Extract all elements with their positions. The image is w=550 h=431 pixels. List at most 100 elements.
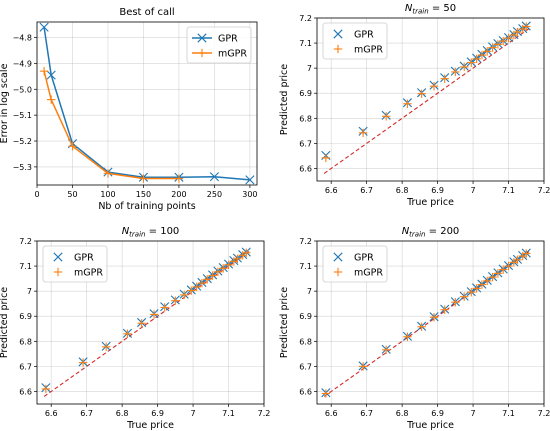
- y-tick-label: 6.8: [299, 114, 312, 123]
- y-tick-label: −5.2: [13, 137, 32, 146]
- data-point-mgpr: [78, 358, 88, 367]
- legend-entry-gpr: GPR: [53, 252, 94, 264]
- data-point-mgpr: [472, 54, 481, 64]
- legend-entry-mgpr: mGPR: [333, 267, 383, 279]
- x-tick-label: 7: [191, 409, 196, 418]
- data-point-mgpr: [459, 292, 469, 301]
- data-point-mgpr: [522, 249, 531, 258]
- x-tick-label: 250: [207, 190, 222, 199]
- data-point-mgpr: [41, 384, 51, 394]
- x-tick-label: 6.8: [396, 409, 409, 418]
- data-point-mgpr: [101, 342, 111, 352]
- data-point-mgpr: [171, 296, 180, 305]
- data-point-mgpr: [233, 254, 242, 264]
- legend-marker: [333, 44, 343, 54]
- legend-entry-mgpr: mGPR: [53, 268, 103, 279]
- data-point-mgpr: [224, 260, 233, 270]
- legend-marker: [197, 33, 207, 43]
- data-point-mgpr: [68, 141, 77, 151]
- x-tick-label: 7.1: [222, 409, 235, 418]
- data-point-mgpr: [493, 269, 503, 278]
- legend-entry-gpr: GPR: [192, 33, 238, 45]
- x-tick-label: 150: [136, 190, 151, 199]
- panel-title: Ntrain = 50: [405, 3, 456, 16]
- legend-box: [186, 26, 252, 64]
- data-point-mgpr: [321, 153, 331, 163]
- data-point-mgpr: [174, 174, 184, 183]
- y-tick-label: 7.1: [299, 262, 312, 271]
- legend-marker: [53, 252, 63, 262]
- panel-title: Best of call: [119, 7, 174, 18]
- series-mgpr: [321, 249, 531, 398]
- data-point-mgpr: [440, 305, 449, 314]
- legend-box: [322, 245, 388, 283]
- x-axis-title: Nb of training points: [98, 201, 195, 212]
- y-tick-label: −4.8: [13, 34, 32, 43]
- data-point-mgpr: [417, 89, 426, 98]
- x-tick-label: 7: [471, 186, 476, 195]
- plot-frame: [316, 240, 545, 405]
- y-tick-label: 6.7: [299, 139, 312, 148]
- y-tick-label: 7.2: [299, 14, 312, 23]
- plot-frame: [36, 240, 265, 405]
- data-point-mgpr: [429, 82, 439, 91]
- x-tick-label: 300: [242, 190, 257, 199]
- series-line-mgpr: [43, 70, 179, 180]
- data-point-mgpr: [513, 255, 522, 265]
- data-point-gpr: [39, 22, 49, 32]
- data-point-mgpr: [160, 303, 169, 312]
- data-point-mgpr: [483, 276, 492, 286]
- legend-label: mGPR: [218, 49, 247, 60]
- data-point-mgpr: [149, 310, 159, 319]
- y-tick-label: 7.1: [299, 39, 312, 48]
- plot-frame: [36, 21, 258, 186]
- data-point-mgpr: [197, 278, 207, 288]
- data-point-mgpr: [429, 313, 439, 322]
- legend-label: mGPR: [74, 268, 103, 279]
- data-point-mgpr: [493, 40, 503, 49]
- data-point-mgpr: [46, 95, 56, 104]
- legend-label: GPR: [74, 253, 94, 264]
- x-tick-label: 6.7: [80, 409, 93, 418]
- y-tick-label: 6.7: [299, 362, 312, 371]
- y-tick-label: 6.9: [19, 312, 32, 321]
- data-point-mgpr: [483, 47, 492, 56]
- x-tick-label: 50: [67, 190, 77, 199]
- legend: GPR mGPR: [42, 245, 108, 283]
- y-tick-label: −5.0: [13, 85, 32, 94]
- x-axis-title: True price: [406, 197, 454, 208]
- data-point-mgpr: [123, 329, 132, 338]
- x-tick-label: 6.6: [325, 409, 338, 418]
- y-axis-title: Predicted price: [279, 287, 290, 358]
- x-tick-label: 7: [471, 409, 476, 418]
- panel-title: Ntrain = 100: [122, 226, 180, 239]
- data-point-mgpr: [499, 36, 508, 46]
- plot-frame: [316, 17, 545, 182]
- legend-label: GPR: [218, 34, 238, 45]
- x-tick-label: 7.1: [502, 409, 515, 418]
- legend-label: mGPR: [354, 268, 383, 279]
- data-point-mgpr: [137, 319, 146, 328]
- data-point-mgpr: [39, 66, 49, 76]
- data-point-mgpr: [440, 74, 449, 83]
- x-tick-label: 200: [171, 190, 186, 199]
- x-tick-label: 6.6: [325, 186, 338, 195]
- legend-marker: [333, 267, 343, 277]
- legend-entry-gpr: GPR: [333, 29, 374, 41]
- legend-marker: [197, 48, 207, 58]
- series-line-gpr: [43, 27, 250, 181]
- data-point-gpr: [245, 175, 255, 185]
- data-point-mgpr: [358, 128, 368, 138]
- y-tick-label: 7.1: [19, 262, 32, 271]
- y-tick-label: −5.1: [13, 111, 32, 120]
- legend-entry-gpr: GPR: [333, 252, 374, 264]
- x-tick-label: 6.8: [116, 409, 129, 418]
- data-point-mgpr: [103, 169, 113, 178]
- data-point-mgpr: [477, 280, 487, 289]
- data-point-mgpr: [451, 67, 460, 77]
- data-point-mgpr: [139, 174, 148, 183]
- data-point-mgpr: [187, 286, 196, 295]
- data-point-mgpr: [213, 267, 223, 277]
- x-tick-label: 7.2: [538, 409, 550, 418]
